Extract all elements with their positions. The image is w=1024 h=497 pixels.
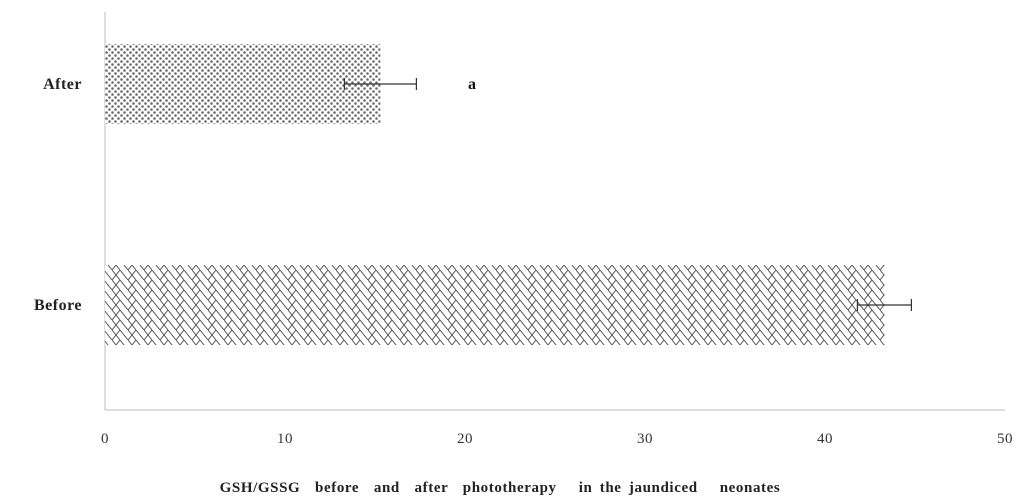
x-tick-label-0: 0	[101, 431, 109, 447]
significance-annotation: a	[468, 76, 476, 93]
category-label-after: After	[43, 76, 82, 93]
category-label-before: Before	[34, 297, 82, 314]
bars-group	[105, 44, 885, 345]
x-tick-label-50: 50	[997, 431, 1013, 447]
x-tick-label-30: 30	[637, 431, 653, 447]
error-bar-before	[856, 299, 913, 311]
x-tick-label-20: 20	[457, 431, 473, 447]
bar-before	[105, 265, 885, 345]
x-axis-title: GSH/GSSG before and after phototherapy i…	[220, 480, 781, 496]
bar-after	[105, 44, 381, 124]
x-tick-label-10: 10	[277, 431, 293, 447]
category-labels-group: After Before	[34, 76, 82, 314]
x-tick-labels-group: 0 10 20 30 40 50	[101, 431, 1013, 447]
error-bar-after	[343, 78, 417, 90]
error-bars-group	[343, 78, 913, 311]
x-tick-label-40: 40	[817, 431, 833, 447]
